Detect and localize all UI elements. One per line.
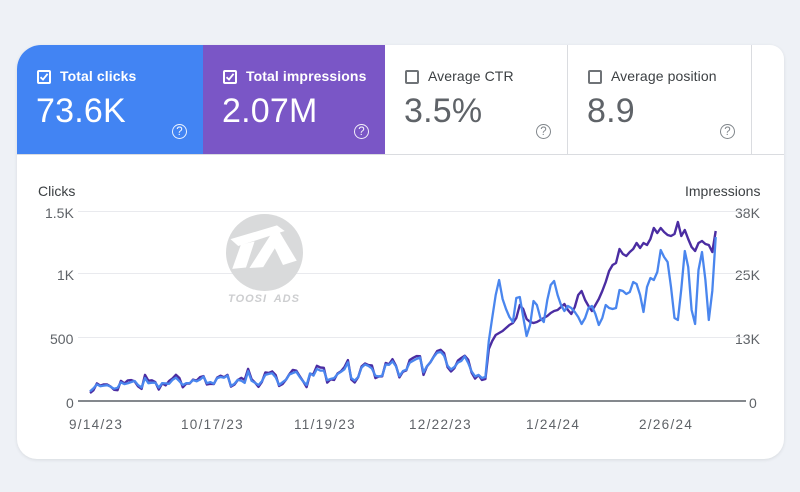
svg-text:TOOSI ADS: TOOSI ADS [228,293,300,305]
